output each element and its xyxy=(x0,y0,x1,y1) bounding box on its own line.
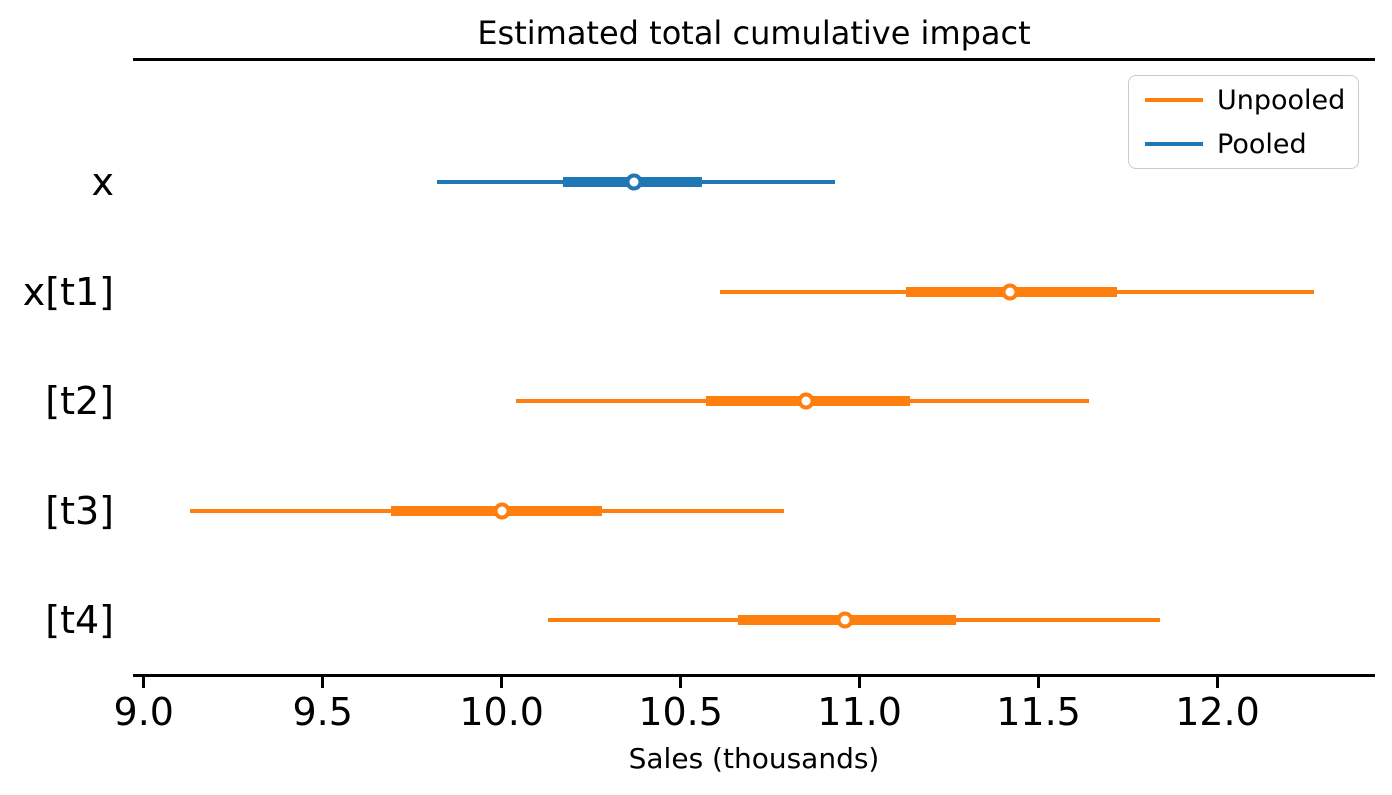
x-axis-label: Sales (thousands) xyxy=(628,742,880,775)
point-marker xyxy=(797,392,815,410)
unpooled-line-swatch xyxy=(1145,98,1203,102)
y-tick-label: x[t1] xyxy=(22,269,114,314)
x-axis-spine xyxy=(133,674,1375,677)
point-marker xyxy=(1001,283,1019,300)
x-tick-mark xyxy=(321,676,324,688)
point-marker xyxy=(836,611,854,629)
y-tick-label: x xyxy=(91,160,115,204)
legend: Unpooled Pooled xyxy=(1128,75,1359,169)
x-tick-label: 11.0 xyxy=(817,690,902,734)
x-tick-mark xyxy=(142,676,145,688)
x-tick-mark xyxy=(858,676,861,688)
x-tick-mark xyxy=(679,676,682,688)
point-marker xyxy=(625,173,643,191)
x-tick-label: 10.0 xyxy=(459,690,544,734)
legend-entry-pooled: Pooled xyxy=(1145,122,1342,166)
point-marker xyxy=(493,502,511,519)
legend-label-unpooled: Unpooled xyxy=(1217,84,1346,116)
x-tick-mark xyxy=(1037,676,1040,688)
x-tick-mark xyxy=(1216,676,1219,688)
x-tick-label: 9.0 xyxy=(113,690,174,734)
chart-title: Estimated total cumulative impact xyxy=(477,14,1031,52)
x-tick-label: 12.0 xyxy=(1175,690,1260,734)
x-tick-mark xyxy=(500,676,503,688)
x-tick-label: 9.5 xyxy=(292,690,353,734)
legend-label-pooled: Pooled xyxy=(1217,128,1307,160)
x-tick-label: 11.5 xyxy=(996,690,1081,734)
y-tick-label: [t3] xyxy=(45,488,114,533)
legend-entry-unpooled: Unpooled xyxy=(1145,78,1346,122)
top-spine xyxy=(133,58,1375,61)
pooled-line-swatch xyxy=(1145,142,1203,146)
y-tick-label: [t4] xyxy=(45,598,114,642)
y-tick-label: [t2] xyxy=(45,379,114,423)
x-tick-label: 10.5 xyxy=(638,690,723,734)
